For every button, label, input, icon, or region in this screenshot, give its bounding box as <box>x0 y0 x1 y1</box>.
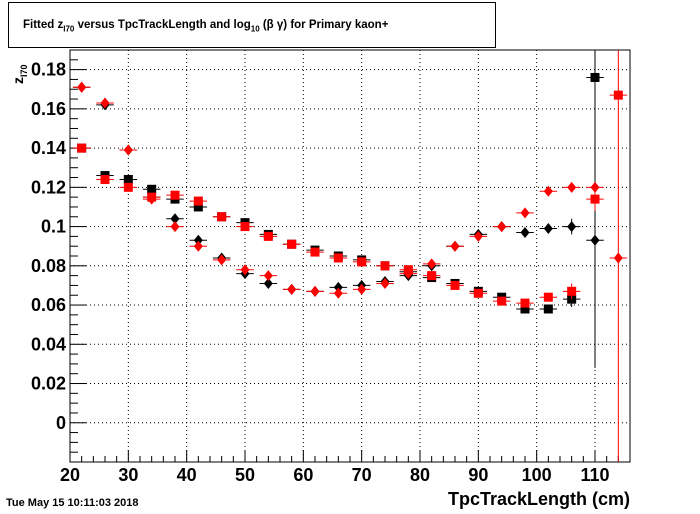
x-tick-label: 80 <box>410 465 430 485</box>
axis-ticks <box>69 49 631 462</box>
x-tick-label: 100 <box>522 465 552 485</box>
red-square-point <box>217 212 227 222</box>
red-square-point <box>263 231 273 241</box>
red-diamond-point <box>520 207 530 219</box>
red-square-point <box>567 286 577 296</box>
title-sub-10: 10 <box>250 24 260 34</box>
red-square-point <box>123 182 133 192</box>
red-square-point <box>100 174 110 184</box>
red-diamond-point <box>333 287 343 299</box>
x-tick-labels: 20 30 40 50 60 70 80 90 100 110 <box>60 465 610 485</box>
x-tick-label: 110 <box>580 465 609 485</box>
red-diamond-point <box>427 258 437 270</box>
y-tick-labels: 0 0.02 0.04 0.06 0.08 0.1 0.12 0.14 0.16 0.18 <box>31 60 66 433</box>
red-diamond-point <box>357 283 367 295</box>
red-diamond-point <box>590 181 600 193</box>
y-tick-label: 0.14 <box>31 138 66 158</box>
x-axis-label: TpcTrackLength (cm) <box>447 489 630 509</box>
red-diamond-point <box>170 221 180 233</box>
red-diamond-point <box>403 268 413 280</box>
red-square-point <box>543 292 553 302</box>
black-diamond-point <box>263 277 273 289</box>
x-tick-label: 50 <box>235 465 255 485</box>
red-square-point <box>193 196 203 206</box>
red-diamond-point <box>497 221 507 233</box>
black-diamond-point <box>170 213 180 225</box>
black-square-point <box>590 72 600 82</box>
y-axis-label-main: z <box>10 77 26 84</box>
red-diamond-point <box>450 240 460 252</box>
red-diamond-point <box>193 240 203 252</box>
red-square-point <box>240 222 250 232</box>
title-sub-i70: I70 <box>63 24 75 34</box>
red-diamond-point <box>567 181 577 193</box>
data-marks <box>72 50 628 462</box>
title-middle: versus TpcTrackLength and log <box>74 19 251 31</box>
red-square-point <box>497 296 507 306</box>
red-diamond-point <box>310 285 320 297</box>
black-diamond-point <box>590 234 600 246</box>
y-tick-label: 0.12 <box>31 177 66 197</box>
x-tick-label: 40 <box>177 465 197 485</box>
red-square-point <box>613 90 623 100</box>
y-tick-label: 0.06 <box>31 295 66 315</box>
y-tick-label: 0.04 <box>31 334 66 354</box>
black-square-point <box>520 304 530 314</box>
y-tick-label: 0.02 <box>31 374 66 394</box>
title-prefix: Fitted z <box>23 19 64 31</box>
red-diamond-point <box>123 144 133 156</box>
red-square-point <box>450 280 460 290</box>
red-square-point <box>427 271 437 281</box>
black-diamond-point <box>520 226 530 238</box>
red-square-point <box>473 288 483 298</box>
black-diamond-point <box>333 281 343 293</box>
red-square-point <box>380 261 390 271</box>
title-suffix: (β γ) for Primary kaon+ <box>259 19 389 31</box>
y-tick-label: 0.1 <box>41 217 66 237</box>
black-diamond-point <box>193 234 203 246</box>
x-tick-label: 70 <box>352 465 372 485</box>
y-tick-label: 0.08 <box>31 256 66 276</box>
y-axis-label: zI70 <box>10 64 29 84</box>
red-diamond-point <box>100 97 110 109</box>
red-diamond-point <box>380 277 390 289</box>
red-diamond-point <box>613 252 623 264</box>
black-square-point <box>193 202 203 212</box>
black-square-point <box>543 304 553 314</box>
red-diamond-point <box>263 270 273 282</box>
plot-frame <box>69 49 631 463</box>
red-square-point <box>590 194 600 204</box>
red-square-point <box>333 253 343 263</box>
red-diamond-point <box>147 193 157 205</box>
x-tick-label: 30 <box>118 465 138 485</box>
red-diamond-point <box>240 264 250 276</box>
x-tick-label: 90 <box>468 465 488 485</box>
red-square-point <box>170 190 180 200</box>
y-tick-label: 0.18 <box>31 60 66 80</box>
red-diamond-point <box>77 81 87 93</box>
red-diamond-point <box>543 185 553 197</box>
red-square-point <box>310 247 320 257</box>
black-square-point <box>123 174 133 184</box>
x-tick-label: 60 <box>293 465 313 485</box>
black-square-point <box>147 184 157 194</box>
red-square-point <box>287 239 297 249</box>
red-diamond-point <box>473 230 483 242</box>
black-diamond-point <box>567 221 577 233</box>
red-square-point <box>357 257 367 267</box>
red-diamond-point <box>287 283 297 295</box>
title-box: Fitted zI70 versus TpcTrackLength and lo… <box>8 2 496 48</box>
timestamp: Tue May 15 10:11:03 2018 <box>6 497 139 509</box>
y-tick-label: 0.16 <box>31 99 66 119</box>
red-square-point <box>520 298 530 308</box>
x-tick-label: 20 <box>60 465 80 485</box>
red-diamond-point <box>217 254 227 266</box>
black-diamond-point <box>543 223 553 235</box>
y-tick-label: 0 <box>56 413 66 433</box>
chart-title: Fitted zI70 versus TpcTrackLength and lo… <box>23 19 388 33</box>
grid <box>70 50 630 462</box>
y-axis-label-sub: I70 <box>18 64 29 77</box>
red-square-point <box>77 143 87 153</box>
